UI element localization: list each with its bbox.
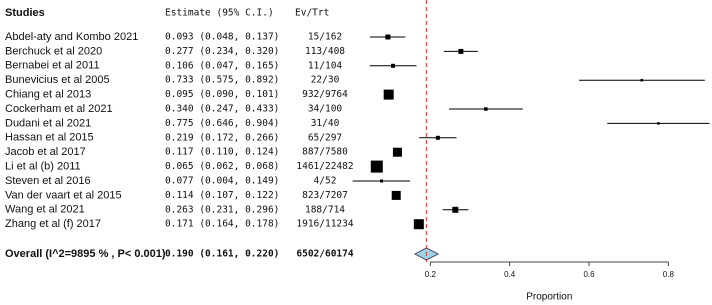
events-trials: 34/100 (308, 104, 343, 115)
study-name: Berchuck et al 2020 (5, 45, 102, 57)
study-name: Wang et al 2021 (5, 204, 85, 216)
events-trials: 932/9764 (302, 89, 348, 100)
estimate-box (385, 34, 391, 40)
estimate-box (657, 122, 660, 125)
x-tick-label: 0.4 (504, 270, 516, 279)
estimate-ci: 0.263 (0.231, 0.296) (165, 204, 279, 215)
events-trials: 1916/11234 (296, 219, 353, 230)
study-name: Chiang et al 2013 (5, 89, 91, 101)
events-trials: 22/30 (311, 75, 340, 86)
estimate-ci: 0.171 (0.164, 0.178) (165, 219, 279, 230)
overall-name: Overall (I^2=9895 % , P< 0.001) (5, 248, 166, 260)
estimate-ci: 0.733 (0.575, 0.892) (165, 75, 279, 86)
estimate-box (392, 147, 402, 157)
column-header: Ev/Trt (295, 8, 329, 19)
estimate-ci: 0.117 (0.110, 0.124) (165, 147, 279, 158)
estimate-box (413, 219, 424, 230)
events-trials: 4/52 (314, 176, 337, 187)
estimate-box (484, 107, 488, 111)
estimate-ci: 0.095 (0.090, 0.101) (165, 89, 279, 100)
estimate-ci: 0.077 (0.004, 0.149) (165, 176, 279, 187)
study-name: Bunevicius et al 2005 (5, 74, 110, 86)
events-trials: 65/297 (308, 132, 342, 143)
events-trials: 188/714 (305, 204, 345, 215)
study-name: Jacob et al 2017 (5, 146, 86, 158)
events-trials: 11/104 (308, 60, 343, 71)
events-trials: 31/40 (311, 118, 340, 129)
study-name: Steven et al 2016 (5, 175, 91, 187)
x-tick-label: 0.6 (583, 270, 595, 279)
estimate-ci: 0.340 (0.247, 0.433) (165, 104, 279, 115)
column-header: Studies (5, 7, 45, 19)
estimate-box (370, 160, 383, 173)
estimate-box (435, 135, 440, 140)
x-axis-label: Proportion (526, 292, 572, 303)
overall-events: 6502/60174 (296, 249, 353, 260)
x-tick-label: 0.8 (663, 270, 675, 279)
events-trials: 15/162 (308, 32, 342, 43)
estimate-box (640, 78, 644, 82)
events-trials: 1461/22482 (296, 161, 353, 172)
estimate-box (452, 206, 459, 213)
column-header: Estimate (95% C.I.) (165, 8, 274, 19)
estimate-ci: 0.065 (0.062, 0.068) (165, 161, 279, 172)
study-name: Cockerham et al 2021 (5, 103, 113, 115)
study-name: Li et al (b) 2011 (5, 161, 81, 173)
estimate-ci: 0.093 (0.048, 0.137) (165, 32, 279, 43)
estimate-box (391, 63, 396, 68)
events-trials: 113/408 (305, 46, 345, 57)
estimate-box (383, 89, 394, 100)
study-name: Van der vaart et al 2015 (5, 189, 122, 201)
estimate-ci: 0.114 (0.107, 0.122) (165, 190, 279, 201)
x-tick-label: 0.2 (425, 270, 437, 279)
study-name: Abdel-aty and Kombo 2021 (5, 31, 138, 43)
study-name: Hassan et al 2015 (5, 132, 94, 144)
estimate-ci: 0.277 (0.234, 0.320) (165, 46, 279, 57)
study-name: Zhang et al (f) 2017 (5, 218, 101, 230)
estimate-box (391, 190, 401, 200)
events-trials: 887/7580 (302, 147, 348, 158)
study-name: Dudani et al 2021 (5, 117, 91, 129)
estimate-ci: 0.219 (0.172, 0.266) (165, 132, 279, 143)
estimate-box (380, 179, 384, 183)
estimate-ci: 0.106 (0.047, 0.165) (165, 60, 279, 71)
study-name: Bernabei et al 2011 (5, 60, 100, 72)
overall-ci: 0.190 (0.161, 0.220) (165, 249, 279, 260)
estimate-box (458, 48, 464, 54)
events-trials: 823/7207 (302, 190, 348, 201)
estimate-ci: 0.775 (0.646, 0.904) (165, 118, 279, 129)
